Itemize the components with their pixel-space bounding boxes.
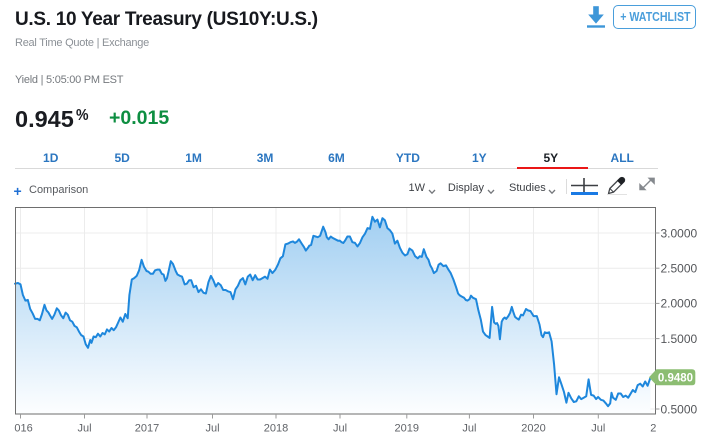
svg-text:2017: 2017 [135,423,159,435]
svg-text:Jul: Jul [205,423,219,435]
svg-text:0.5000: 0.5000 [661,402,698,416]
svg-text:Jul: Jul [77,423,91,435]
svg-text:1.5000: 1.5000 [661,332,698,346]
svg-text:2018: 2018 [264,423,288,435]
svg-text:2019: 2019 [395,423,419,435]
svg-text:2021: 2021 [650,423,674,435]
svg-text:Jul: Jul [333,423,347,435]
svg-text:0.9480: 0.9480 [658,373,693,385]
svg-text:Jul: Jul [462,423,476,435]
svg-text:3.0000: 3.0000 [661,226,698,240]
svg-text:2.5000: 2.5000 [661,262,698,276]
svg-text:Jul: Jul [591,423,605,435]
svg-text:2020: 2020 [521,423,545,435]
svg-text:2.0000: 2.0000 [661,297,698,311]
svg-text:2016: 2016 [8,423,32,435]
